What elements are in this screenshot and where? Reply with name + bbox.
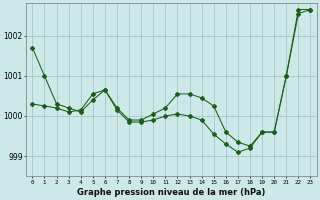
X-axis label: Graphe pression niveau de la mer (hPa): Graphe pression niveau de la mer (hPa) — [77, 188, 266, 197]
